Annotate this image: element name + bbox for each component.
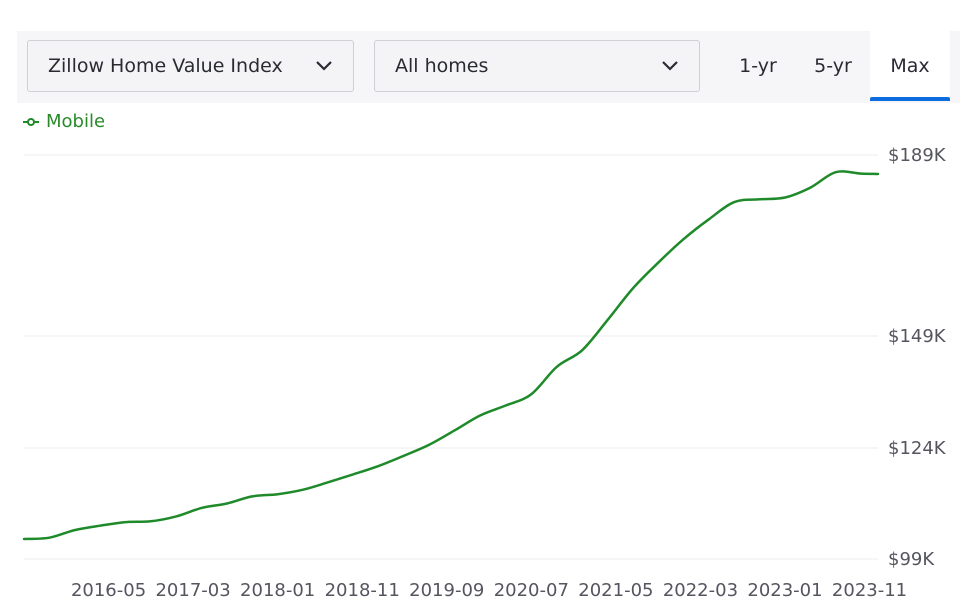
legend-line-icon: [23, 117, 39, 126]
x-tick-label: 2018-11: [325, 580, 400, 601]
home-type-select[interactable]: All homes: [374, 40, 700, 92]
tab-5-yr[interactable]: 5-yr: [802, 40, 864, 92]
y-tick-label: $149K: [888, 326, 947, 347]
metric-select-value: Zillow Home Value Index: [48, 55, 283, 77]
legend-label: Mobile: [46, 111, 106, 132]
metric-select[interactable]: Zillow Home Value Index: [27, 40, 354, 92]
x-tick-label: 2016-05: [71, 580, 146, 601]
y-tick-label: $124K: [888, 438, 947, 459]
x-tick-label: 2018-01: [240, 580, 315, 601]
x-tick-label: 2021-05: [578, 580, 653, 601]
tab-label: 5-yr: [814, 55, 852, 77]
chart-legend[interactable]: Mobile: [22, 111, 105, 132]
x-tick-label: 2020-07: [494, 580, 569, 601]
active-tab-indicator: [870, 97, 950, 101]
home-type-select-value: All homes: [395, 55, 489, 77]
tab-1-yr[interactable]: 1-yr: [727, 40, 789, 92]
x-tick-label: 2017-03: [155, 580, 230, 601]
series-line-mobile: [22, 170, 880, 541]
chevron-down-icon: [662, 61, 678, 71]
x-tick-label: 2023-01: [747, 580, 822, 601]
chevron-down-icon: [316, 61, 332, 71]
y-tick-label: $189K: [888, 145, 947, 166]
tab-max[interactable]: Max: [870, 31, 950, 101]
tab-label: Max: [890, 55, 930, 77]
x-tick-label: 2022-03: [663, 580, 738, 601]
y-tick-label: $99K: [888, 549, 935, 570]
tab-label: 1-yr: [739, 55, 777, 77]
x-tick-label: 2019-09: [409, 580, 484, 601]
x-tick-label: 2023-11: [832, 580, 907, 601]
chart-controls: Zillow Home Value Index All homes 1-yr 5…: [17, 31, 960, 103]
